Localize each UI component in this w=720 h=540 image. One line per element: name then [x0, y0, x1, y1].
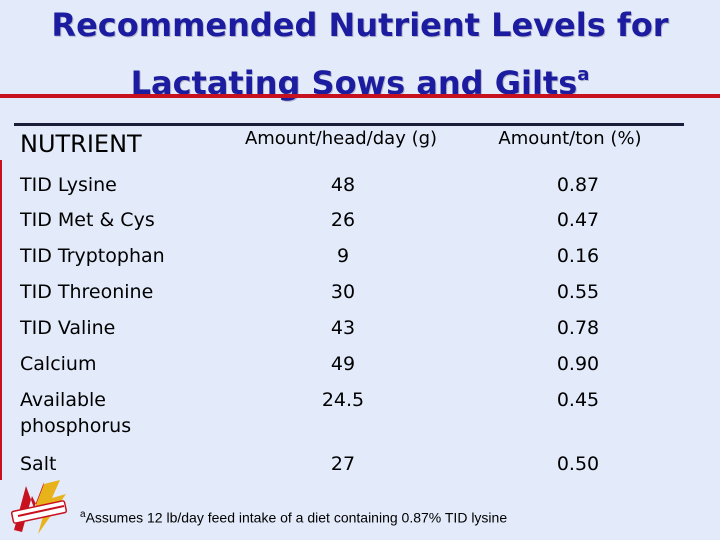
iowa-state-logo-icon — [10, 480, 68, 534]
amount-per-head: 43 — [330, 317, 356, 339]
amount-per-head: 48 — [330, 174, 356, 196]
amount-per-head: 24.5 — [321, 389, 365, 411]
amount-per-head: 9 — [336, 245, 350, 267]
header-divider — [14, 123, 684, 126]
footnote: aAssumes 12 lb/day feed intake of a diet… — [80, 509, 507, 526]
footnote-text: Assumes 12 lb/day feed intake of a diet … — [85, 509, 508, 526]
nutrient-name: Salt — [20, 453, 57, 475]
amount-per-ton: 0.16 — [556, 245, 600, 267]
nutrient-name: TID Valine — [20, 317, 116, 339]
title-divider — [0, 94, 720, 98]
amount-per-ton: 0.78 — [556, 317, 600, 339]
amount-per-head: 30 — [330, 281, 356, 303]
amount-per-ton: 0.45 — [556, 389, 600, 411]
amount-per-ton: 0.55 — [556, 281, 600, 303]
nutrient-name: TID Threonine — [20, 281, 154, 303]
nutrient-name: Calcium — [20, 353, 97, 375]
column-header-per-head: Amount/head/day (g) — [244, 128, 438, 149]
title-superscript: a — [577, 64, 590, 85]
amount-per-ton: 0.87 — [556, 174, 600, 196]
amount-per-ton: 0.50 — [556, 453, 600, 475]
left-accent-bar — [0, 160, 2, 480]
page-title: Recommended Nutrient Levels for Lactatin… — [0, 0, 720, 108]
footnote-marker: a — [80, 509, 86, 520]
nutrient-name: TID Tryptophan — [20, 245, 165, 267]
title-line-2: Lactating Sows and Giltsa — [0, 50, 720, 108]
amount-per-ton: 0.47 — [556, 209, 600, 231]
column-header-nutrient: NUTRIENT — [20, 130, 142, 158]
title-line-1: Recommended Nutrient Levels for — [51, 6, 669, 44]
amount-per-head: 26 — [330, 209, 356, 231]
nutrient-name: Available phosphorus — [20, 389, 132, 437]
amount-per-head: 27 — [330, 453, 356, 475]
nutrient-name: TID Met & Cys — [20, 209, 155, 231]
column-header-per-ton: Amount/ton (%) — [498, 128, 642, 149]
amount-per-head: 49 — [330, 353, 356, 375]
amount-per-ton: 0.90 — [556, 353, 600, 375]
nutrient-name: TID Lysine — [20, 174, 117, 196]
